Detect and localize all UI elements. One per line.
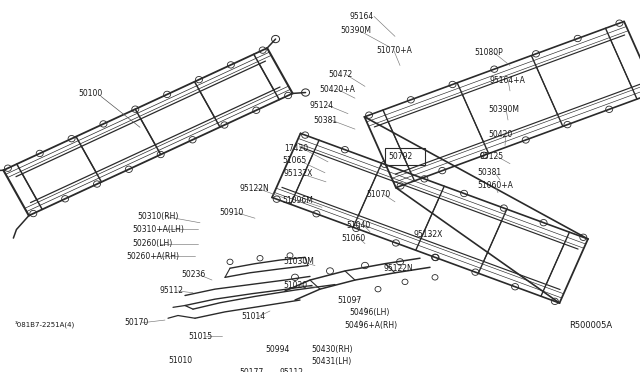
Text: 95122N: 95122N (384, 264, 413, 273)
Text: 50420: 50420 (488, 130, 512, 139)
Text: 95132X: 95132X (414, 230, 444, 239)
Text: 50792: 50792 (388, 152, 412, 161)
Text: 50177: 50177 (239, 368, 263, 372)
Text: 50420+A: 50420+A (319, 84, 355, 94)
Text: 50430(RH): 50430(RH) (311, 344, 353, 354)
Text: 50910: 50910 (219, 208, 243, 217)
Text: 51065: 51065 (282, 157, 307, 166)
Text: 50310(RH): 50310(RH) (137, 212, 179, 221)
Text: 51030M: 51030M (283, 257, 314, 266)
Text: 51010: 51010 (168, 356, 192, 365)
Text: 50260+A(RH): 50260+A(RH) (126, 252, 179, 261)
Text: 50472: 50472 (328, 70, 352, 79)
Text: 51070+A: 51070+A (376, 46, 412, 55)
Text: 51015: 51015 (188, 332, 212, 341)
Text: 95164+A: 95164+A (489, 76, 525, 84)
Text: 51014: 51014 (241, 312, 265, 321)
Text: 50431(LH): 50431(LH) (311, 357, 351, 366)
Text: 50496(LH): 50496(LH) (349, 308, 389, 317)
Text: 51097: 51097 (337, 295, 361, 305)
FancyBboxPatch shape (385, 148, 425, 164)
Text: 51070: 51070 (366, 190, 390, 199)
Text: 50496+A(RH): 50496+A(RH) (344, 321, 397, 330)
Text: 95164: 95164 (350, 12, 374, 21)
Text: 95122N: 95122N (239, 184, 269, 193)
Text: 50310+A(LH): 50310+A(LH) (132, 225, 184, 234)
Text: 50390M: 50390M (340, 26, 371, 35)
Text: 50390M: 50390M (488, 105, 519, 113)
Text: 51096M: 51096M (282, 196, 313, 205)
Text: R500005A: R500005A (569, 321, 612, 330)
Text: 51080P: 51080P (474, 48, 503, 57)
Text: 95112: 95112 (279, 368, 303, 372)
Text: 95112: 95112 (160, 286, 184, 295)
Text: 50994: 50994 (265, 344, 289, 354)
Text: 50260(LH): 50260(LH) (132, 239, 172, 248)
Text: 95124: 95124 (310, 101, 334, 110)
Text: 17420: 17420 (284, 144, 308, 153)
Text: 50381: 50381 (477, 168, 501, 177)
Text: 50170: 50170 (124, 318, 148, 327)
Text: 51060+A: 51060+A (477, 181, 513, 190)
Text: 51060: 51060 (341, 234, 365, 243)
Text: 51020: 51020 (283, 281, 307, 290)
Text: 95132X: 95132X (283, 169, 312, 178)
Text: 50236: 50236 (181, 270, 205, 279)
Text: ³081B7-2251A(4): ³081B7-2251A(4) (15, 321, 76, 328)
Text: 51040: 51040 (346, 221, 371, 230)
Text: 50100: 50100 (78, 89, 102, 98)
Text: 95125: 95125 (479, 152, 503, 161)
Text: 50381: 50381 (313, 116, 337, 125)
